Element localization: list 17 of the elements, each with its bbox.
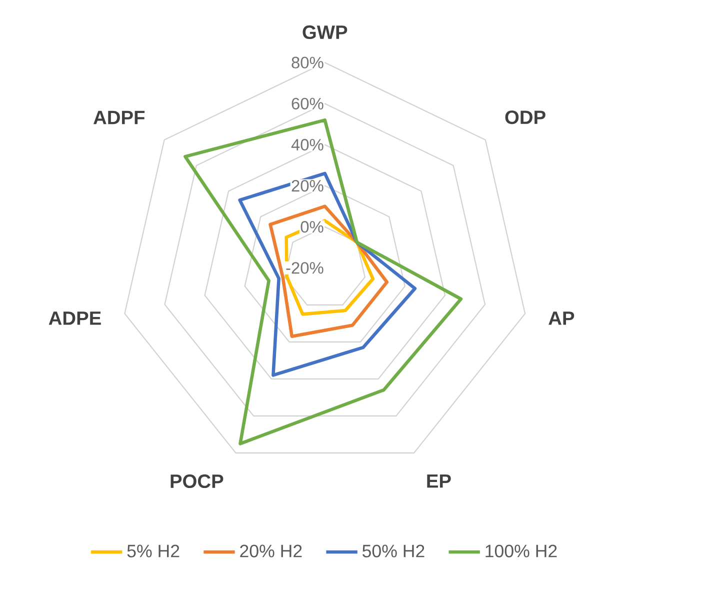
y-tick-label: 60%: [292, 98, 324, 110]
legend-label: 20% H2: [240, 544, 302, 558]
legend-label: 50% H2: [362, 544, 424, 558]
legend-label: 100% H2: [486, 544, 557, 558]
spoke-label: EP: [427, 474, 451, 488]
spoke-label: ADPE: [48, 312, 101, 325]
y-tick-label: 40%: [291, 138, 324, 151]
spoke-label: POCP: [170, 474, 224, 488]
y-tick-label: 80%: [292, 56, 324, 68]
y-tick-label: 20%: [292, 180, 324, 192]
y-tick-label: -20%: [286, 262, 324, 274]
spoke-label: AP: [548, 312, 574, 325]
spoke-label: ADPF: [93, 110, 145, 124]
legend-label: 5% H2: [127, 544, 180, 558]
y-tick-label: 0%: [300, 221, 324, 233]
spoke-label: ODP: [505, 110, 546, 124]
spoke-label: GWP: [302, 25, 348, 40]
